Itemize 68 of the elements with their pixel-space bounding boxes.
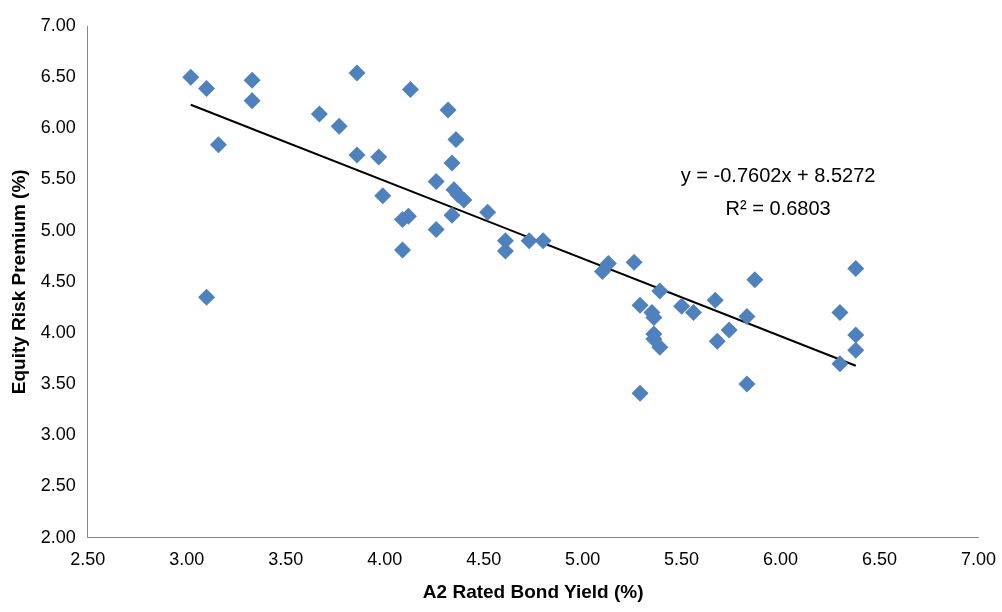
y-tick-label: 7.00 xyxy=(40,14,76,35)
point xyxy=(401,80,419,98)
point xyxy=(348,64,366,82)
point xyxy=(708,332,726,350)
point xyxy=(738,308,756,326)
point xyxy=(684,304,702,321)
y-axis-title: Equity Risk Premium (%) xyxy=(7,169,29,395)
point xyxy=(427,221,445,239)
annotation: R² = 0.6803 xyxy=(725,196,831,219)
point xyxy=(455,191,473,209)
point xyxy=(746,271,764,289)
point xyxy=(243,92,261,110)
x-tick-label: 5.50 xyxy=(664,549,700,570)
point xyxy=(599,254,617,272)
x-tick-label: 4.50 xyxy=(466,549,502,570)
point xyxy=(847,260,865,277)
point xyxy=(243,71,261,89)
point xyxy=(439,101,457,119)
point xyxy=(427,173,445,191)
y-tick-label: 3.50 xyxy=(40,373,76,394)
point xyxy=(348,146,366,164)
y-tick-label: 2.00 xyxy=(40,526,76,547)
point xyxy=(443,154,461,172)
point xyxy=(847,341,865,359)
point xyxy=(534,232,552,250)
point xyxy=(330,117,348,135)
point xyxy=(479,203,497,221)
point xyxy=(673,297,691,315)
point xyxy=(520,232,538,250)
y-tick-label: 3.00 xyxy=(40,424,76,445)
y-tick-label: 2.50 xyxy=(40,475,76,496)
point xyxy=(625,253,643,271)
point xyxy=(720,321,738,339)
point xyxy=(209,136,227,154)
point xyxy=(651,338,669,356)
point xyxy=(182,68,200,86)
point xyxy=(847,326,865,344)
point xyxy=(370,148,388,166)
x-tick-label: 7.00 xyxy=(960,549,997,570)
point xyxy=(706,291,724,309)
x-axis-title: A2 Rated Bond Yield (%) xyxy=(422,580,644,602)
point xyxy=(310,105,328,123)
y-tick-label: 6.00 xyxy=(40,117,76,138)
point xyxy=(631,384,649,402)
point xyxy=(738,375,756,393)
point xyxy=(831,304,849,321)
point xyxy=(394,241,412,259)
x-tick-label: 2.50 xyxy=(70,549,106,570)
point xyxy=(198,288,216,306)
point xyxy=(443,206,461,224)
annotation: y = -0.7602x + 8.5272 xyxy=(680,163,876,186)
x-tick-label: 3.50 xyxy=(268,549,304,570)
y-tick-label: 4.00 xyxy=(40,321,76,342)
point xyxy=(631,296,649,314)
x-tick-label: 5.00 xyxy=(565,549,601,570)
x-tick-label: 3.00 xyxy=(169,549,205,570)
x-tick-label: 4.00 xyxy=(367,549,403,570)
point xyxy=(447,131,465,149)
x-tick-label: 6.00 xyxy=(763,549,799,570)
y-tick-label: 5.00 xyxy=(40,219,76,240)
y-tick-label: 4.50 xyxy=(40,270,76,291)
y-tick-label: 5.50 xyxy=(40,168,76,189)
x-tick-label: 6.50 xyxy=(862,549,898,570)
point xyxy=(374,187,392,205)
point xyxy=(831,355,849,373)
y-tick-label: 6.50 xyxy=(40,66,76,87)
point xyxy=(651,282,669,300)
point xyxy=(198,79,216,97)
